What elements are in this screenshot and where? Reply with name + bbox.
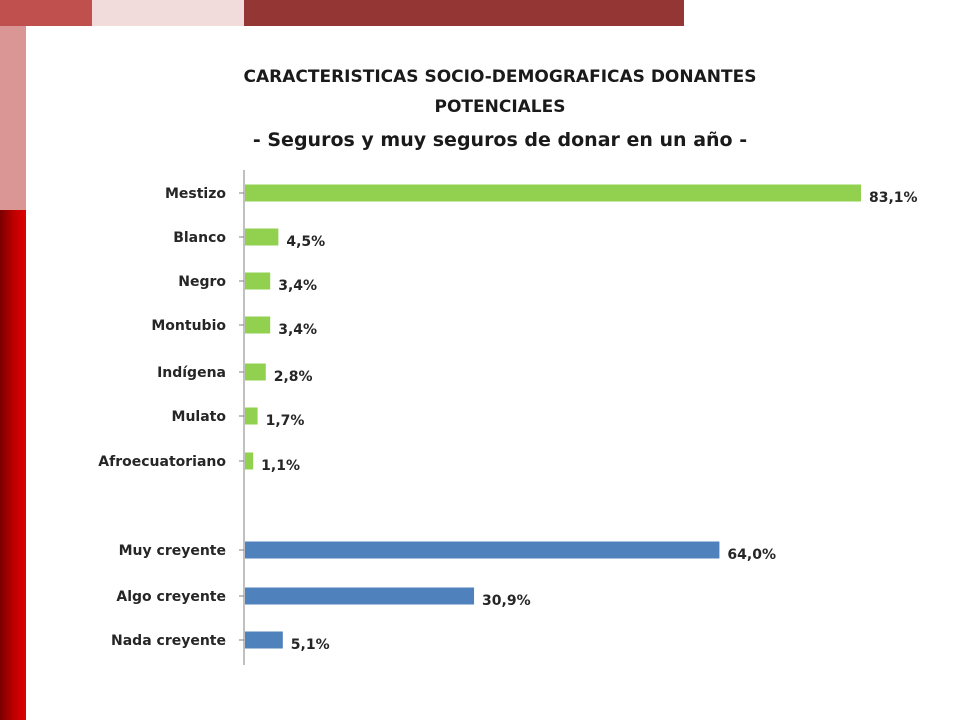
category-label: Muy creyente (119, 543, 226, 559)
category-label: Indígena (157, 365, 226, 381)
bar-negro (245, 272, 271, 290)
bar-blanco (245, 228, 279, 246)
bar-montubio (245, 316, 271, 334)
category-label: Mestizo (165, 186, 226, 202)
data-label: 5,1% (291, 637, 330, 653)
side-decor-strip (0, 26, 26, 210)
bar-afroecuatoriano (245, 452, 254, 470)
data-label: 30,9% (482, 593, 531, 609)
data-label: 1,7% (266, 413, 305, 429)
category-label: Negro (178, 274, 226, 290)
category-label: Afroecuatoriano (98, 454, 226, 470)
data-label: 3,4% (278, 278, 317, 294)
category-label: Algo creyente (116, 589, 226, 605)
chart-subtitle: - Seguros y muy seguros de donar en un a… (252, 129, 748, 151)
chart-title-line-2: POTENCIALES (434, 97, 566, 117)
category-label: Montubio (151, 318, 226, 334)
data-label: 2,8% (274, 369, 313, 385)
data-label: 4,5% (286, 234, 325, 250)
bar-mulato (245, 407, 258, 425)
chart-title-line-1: CARACTERISTICAS SOCIO-DEMOGRAFICAS DONAN… (243, 67, 757, 87)
bar-indígena (245, 363, 266, 381)
data-label: 83,1% (869, 190, 918, 206)
bar-mestizo (245, 184, 861, 202)
top-decor-strip (92, 0, 244, 26)
data-label: 1,1% (261, 458, 300, 474)
category-label: Nada creyente (111, 633, 226, 649)
bar-algo-creyente (245, 587, 475, 605)
data-label: 3,4% (278, 322, 317, 338)
category-label: Mulato (172, 409, 227, 425)
category-label: Blanco (173, 230, 226, 246)
side-decor-strip (0, 210, 26, 720)
bar-muy-creyente (245, 541, 720, 559)
bar-nada-creyente (245, 631, 283, 649)
top-decor-strip (244, 0, 684, 26)
data-label: 64,0% (727, 547, 776, 563)
top-decor-strip (0, 0, 92, 26)
